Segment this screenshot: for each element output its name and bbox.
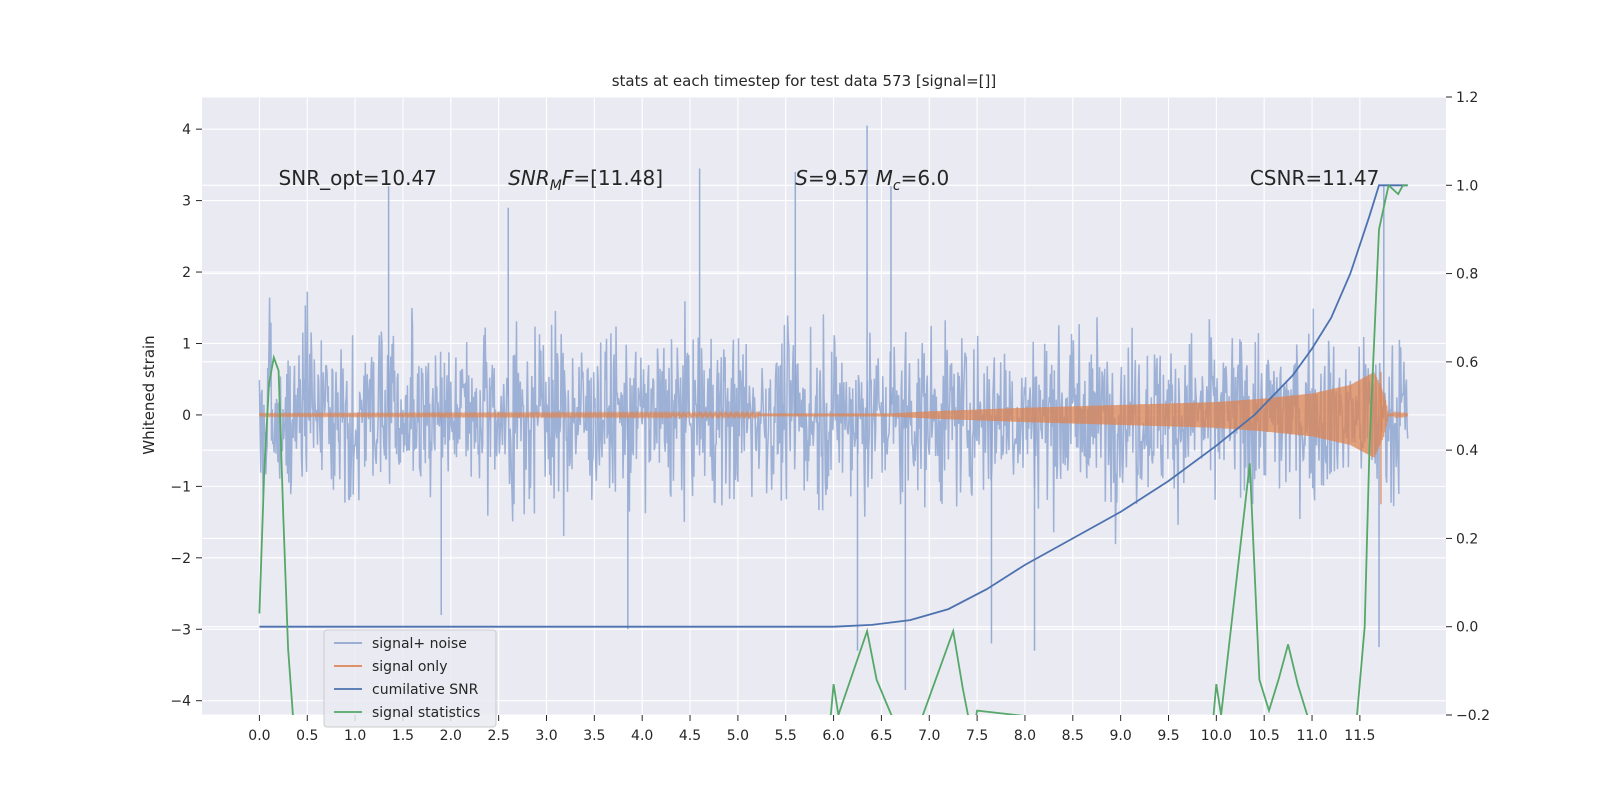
x-tick-label: 10.5 [1249,728,1280,744]
x-tick-label: 6.0 [822,728,844,744]
x-tick-label: 11.5 [1344,728,1375,744]
series-layer [258,125,1409,715]
series-line-noise [258,291,1409,545]
y2-tick-label: 1.0 [1456,178,1478,194]
y-tick-label: −3 [170,622,191,638]
x-tick-label: 1.5 [392,728,414,744]
x-tick-label: 5.0 [727,728,749,744]
x-tick-label: 3.0 [535,728,557,744]
y-tick-label: 2 [182,265,191,281]
x-tick-label: 9.0 [1110,728,1132,744]
x-tick-label: 0.5 [296,728,318,744]
plot-area: 0.0 0.5 1.0 1.5 2.0 2.5 3.0 3.5 4.0 4.5 5.0 5.5 6.0 6… [170,90,1490,744]
annot-part: S [795,166,808,190]
y-tick-label: 3 [182,194,191,210]
annot-part: =[11.48] [573,166,663,190]
annot-part: SNR [508,166,550,190]
x-tick-label: 1.0 [344,728,366,744]
annotation-snr-mf: SNRMF=[11.48] [508,166,663,194]
y-tick-label: 4 [182,122,191,138]
annotation-csnr: CSNR=11.47 [1250,166,1380,190]
annot-sub: M [550,178,562,194]
annotations: SNR_opt=10.47 SNRMF=[11.48] S=9.57 Mc=6.0 C… [279,166,1380,194]
y2-tick-label: 0.8 [1456,267,1478,283]
annot-part: F [562,166,574,190]
legend-label: signal statistics [372,705,480,721]
y-tick-label: −4 [170,694,191,710]
legend: signal+ noise signal only cumilative SNR si… [323,629,497,728]
series-line-signal-only [258,372,1409,458]
x-tick-label: 8.5 [1062,728,1084,744]
series-line-signal-statistics [258,183,1408,715]
annot-part: M [876,166,893,190]
legend-label: signal only [372,659,447,675]
x-tick-label: 8.0 [1014,728,1036,744]
y2-tick-label: 0.6 [1456,355,1478,371]
legend-label: cumilative SNR [372,682,479,698]
annot-part: =6.0 [901,166,950,190]
annotation-s-mc: S=9.57 Mc=6.0 [795,166,949,194]
y-tick-label: 1 [182,336,191,352]
x-tick-label: 7.0 [918,728,940,744]
x-tick-label: 11.0 [1296,728,1327,744]
annotation-snr-opt: SNR_opt=10.47 [279,166,437,190]
x-tick-label: 5.5 [775,728,797,744]
x-tick-label: 9.5 [1157,728,1179,744]
x-tick-label: 7.5 [966,728,988,744]
y-axis-label: Whitened strain [140,335,158,454]
legend-box [323,629,497,728]
x-tick-label: 4.0 [631,728,653,744]
y2-tick-label: 0.4 [1456,443,1478,459]
x-tick-label: 10.0 [1201,728,1232,744]
y2-tick-label: 0.2 [1456,531,1478,547]
chart-title: stats at each timestep for test data 573… [612,72,997,90]
annot-sub: c [893,178,901,194]
x-tick-label: 6.5 [870,728,892,744]
series-line-cumulative-snr [259,184,1408,628]
y2-tick-label: −0.2 [1456,708,1490,724]
legend-label: signal+ noise [372,636,467,652]
y-tick-label: −2 [170,551,191,567]
y-tick-label: −1 [170,479,191,495]
y2-tick-label: 1.2 [1456,90,1478,106]
x-tick-label: 4.5 [679,728,701,744]
x-tick-label: 3.5 [583,728,605,744]
x-tick-label: 0.0 [248,728,270,744]
x-tick-label: 2.0 [440,728,462,744]
y-tick-label: 0 [182,408,191,424]
y2-tick-label: 0.0 [1456,620,1478,636]
x-tick-label: 2.5 [488,728,510,744]
annot-part: =9.57 [808,166,876,190]
axes: 0.0 0.5 1.0 1.5 2.0 2.5 3.0 3.5 4.0 4.5 5.0 5.5 6.0 6… [170,90,1490,744]
